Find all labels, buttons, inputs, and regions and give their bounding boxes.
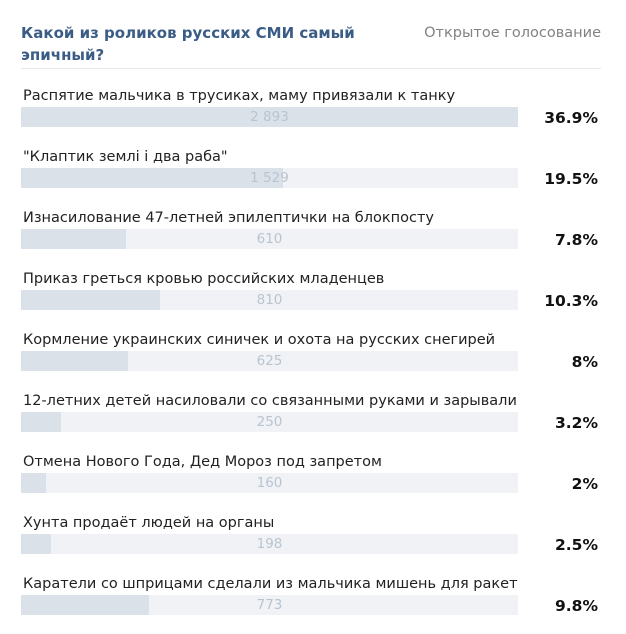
poll-option-bar[interactable]: 1 529 [21, 168, 518, 188]
poll-question: Какой из роликов русских СМИ самый эпичн… [21, 24, 355, 64]
poll-option-bar[interactable]: 160 [21, 473, 518, 493]
poll-option-bar[interactable]: 625 [21, 351, 518, 371]
poll-option-label: Изнасилование 47-летней эпилептички на б… [23, 210, 434, 226]
poll-option-percent: 3.2% [555, 414, 598, 432]
poll-option-votes: 160 [256, 475, 283, 491]
poll-option-votes: 773 [256, 597, 283, 613]
poll-option[interactable]: 12-летних детей насиловали со связанными… [0, 391, 626, 451]
poll-header: Какой из роликов русских СМИ самый эпичн… [21, 18, 601, 69]
poll-option-label: Каратели со шприцами сделали из мальчика… [23, 576, 518, 592]
poll-option-label: Отмена Нового Года, Дед Мороз под запрет… [23, 454, 382, 470]
poll-option-bar-fill [21, 107, 518, 127]
poll-option-label: Хунта продаёт людей на органы [23, 515, 275, 531]
poll-option[interactable]: Каратели со шприцами сделали из мальчика… [0, 574, 626, 634]
poll-option-bar-fill [21, 412, 61, 432]
poll-option-bar[interactable]: 2 893 [21, 107, 518, 127]
poll-option-bar-fill [21, 168, 283, 188]
poll-option-percent: 2% [571, 475, 598, 493]
poll-option-votes: 810 [256, 292, 283, 308]
poll-option-label: 12-летних детей насиловали со связанными… [23, 393, 517, 409]
poll-option-bar-fill [21, 351, 128, 371]
poll-option-percent: 7.8% [555, 231, 598, 249]
poll-option-percent: 10.3% [544, 292, 598, 310]
poll-option[interactable]: Отмена Нового Года, Дед Мороз под запрет… [0, 452, 626, 512]
poll-option-bar[interactable]: 810 [21, 290, 518, 310]
poll-option-bar-fill [21, 534, 51, 554]
poll-option-votes: 250 [256, 414, 283, 430]
poll-option[interactable]: "Клаптик землі і два раба" 1 529 19.5% [0, 147, 626, 207]
poll-option-votes: 2 893 [250, 109, 289, 125]
poll-option-bar[interactable]: 198 [21, 534, 518, 554]
poll-option-bar-fill [21, 473, 46, 493]
poll-option[interactable]: Распятие мальчика в трусиках, маму привя… [0, 86, 626, 146]
poll-option-bar-fill [21, 229, 126, 249]
poll-option-percent: 36.9% [544, 109, 598, 127]
poll-option-votes: 610 [256, 231, 283, 247]
poll-type-label: Открытое голосование [424, 25, 601, 41]
poll-option-percent: 2.5% [555, 536, 598, 554]
poll-option[interactable]: Хунта продаёт людей на органы 198 2.5% [0, 513, 626, 573]
poll-option-votes: 198 [256, 536, 283, 552]
poll-option-bar-fill [21, 595, 149, 615]
poll-option-label: "Клаптик землі і два раба" [23, 149, 228, 165]
poll-option-bar[interactable]: 250 [21, 412, 518, 432]
poll-option-percent: 19.5% [544, 170, 598, 188]
poll-option-votes: 1 529 [250, 170, 289, 186]
poll-option[interactable]: Кормление украинских синичек и охота на … [0, 330, 626, 390]
poll-option-bar-fill [21, 290, 160, 310]
poll-option-bar[interactable]: 610 [21, 229, 518, 249]
poll-option[interactable]: Приказ греться кровью российских младенц… [0, 269, 626, 329]
poll-option-label: Распятие мальчика в трусиках, маму привя… [23, 88, 456, 104]
poll-option[interactable]: Изнасилование 47-летней эпилептички на б… [0, 208, 626, 268]
poll-option-bar[interactable]: 773 [21, 595, 518, 615]
poll-option-label: Кормление украинских синичек и охота на … [23, 332, 496, 348]
poll-option-percent: 8% [571, 353, 598, 371]
poll-option-label: Приказ греться кровью российских младенц… [23, 271, 385, 287]
poll-option-votes: 625 [256, 353, 283, 369]
poll-option-percent: 9.8% [555, 597, 598, 615]
